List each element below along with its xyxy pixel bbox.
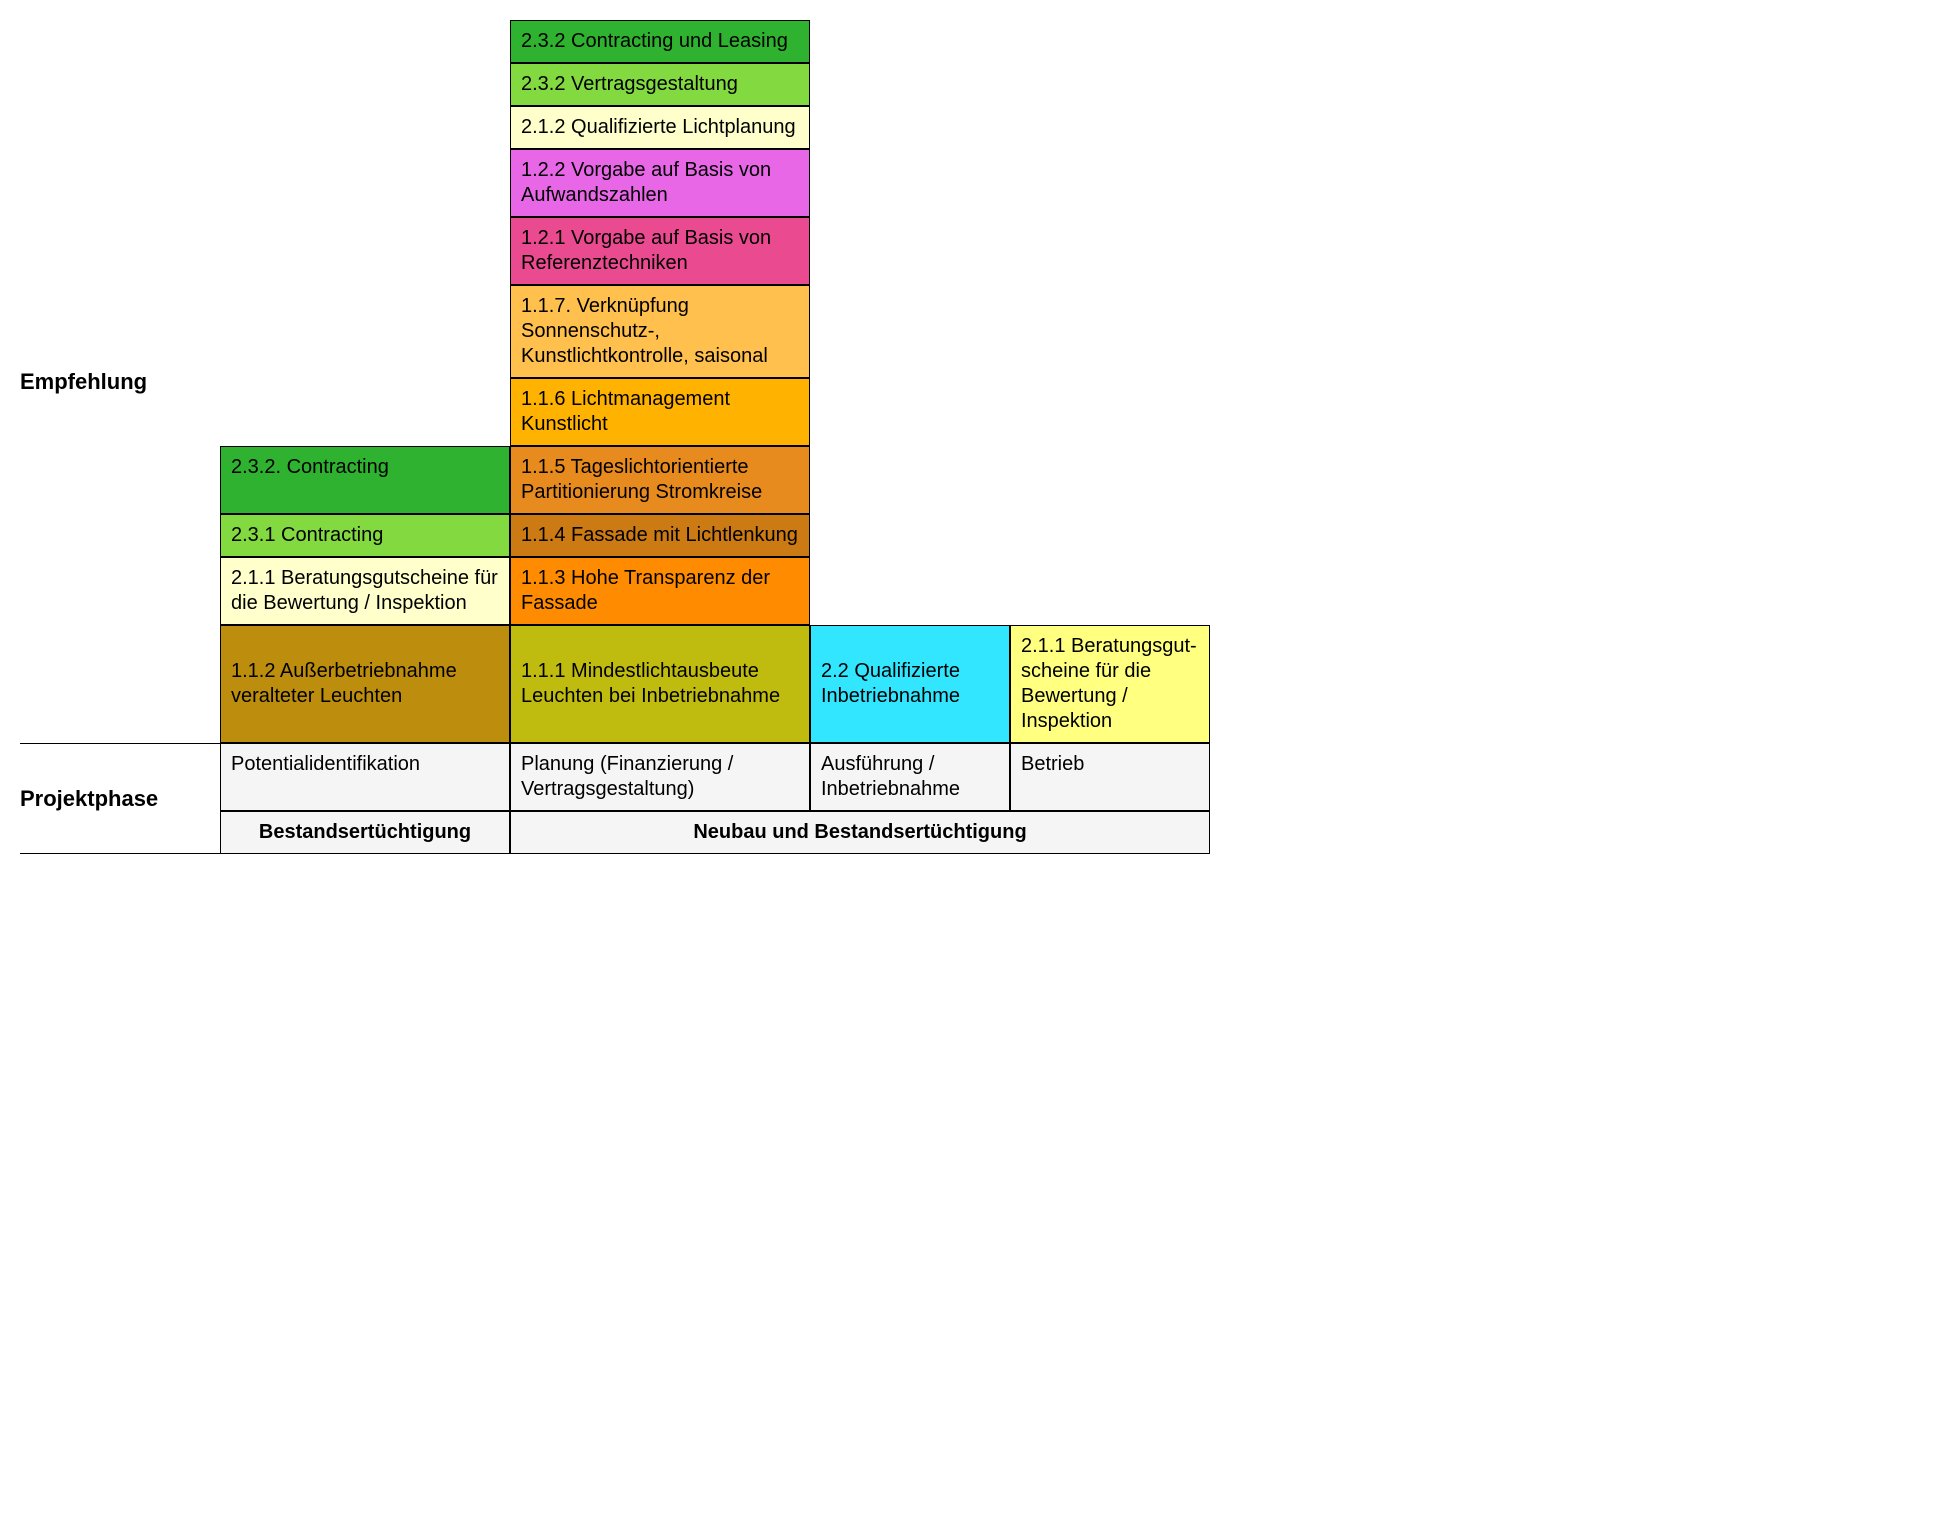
cell-2-1-2-lichtplanung: 2.1.2 Qualifizierte Lichtplanung bbox=[510, 106, 810, 149]
phase-betrieb: Betrieb bbox=[1010, 743, 1210, 811]
cell-2-1-1-beratungsgutscheine: 2.1.1 Beratungsgutscheine für die Bewert… bbox=[220, 557, 510, 625]
cell-1-1-7-verknuepfung: 1.1.7. Verknüpfung Sonnenschutz-, Kunstl… bbox=[510, 285, 810, 378]
cell-1-1-3-transparenz: 1.1.3 Hohe Transparenz der Fassade bbox=[510, 557, 810, 625]
cell-1-2-2-aufwandszahlen: 1.2.2 Vorgabe auf Basis von Aufwandszahl… bbox=[510, 149, 810, 217]
cell-2-3-2-vertragsgestaltung: 2.3.2 Vertragsgestaltung bbox=[510, 63, 810, 106]
cell-1-1-1-mindestlichtausbeute: 1.1.1 Mindestlichtausbeute Leuchten bei … bbox=[510, 625, 810, 743]
phase-ausfuehrung: Ausführung / Inbetriebnahme bbox=[810, 743, 1010, 811]
cell-1-1-4-lichtlenkung: 1.1.4 Fassade mit Lichtlenkung bbox=[510, 514, 810, 557]
cell-2-2-inbetriebnahme: 2.2 Qualifizierte Inbetriebnahme bbox=[810, 625, 1010, 743]
cell-1-1-5-partitionierung: 1.1.5 Tageslichtorientierte Partitionier… bbox=[510, 446, 810, 514]
empfehlung-label: Empfehlung bbox=[20, 20, 220, 743]
footer-neubau: Neubau und Bestandsertüchtigung bbox=[510, 811, 1210, 854]
cell-1-1-2-ausserbetriebnahme: 1.1.2 Außerbetriebnahme veralteter Leuch… bbox=[220, 625, 510, 743]
footer-bestandsertuechtigung: Bestandsertüchtigung bbox=[220, 811, 510, 854]
cell-2-1-1-beratungsgutscheine-betrieb: 2.1.1 Beratungsgut- scheine für die Bewe… bbox=[1010, 625, 1210, 743]
spacer-col2 bbox=[220, 20, 510, 446]
spacer-col45 bbox=[810, 20, 1210, 625]
cell-2-3-2-contracting: 2.3.2. Contracting bbox=[220, 446, 510, 514]
cell-1-2-1-referenztechniken: 1.2.1 Vorgabe auf Basis von Referenztech… bbox=[510, 217, 810, 285]
cell-2-3-2-contracting-leasing: 2.3.2 Contracting und Leasing bbox=[510, 20, 810, 63]
cell-1-1-6-lichtmanagement: 1.1.6 Lichtmanagement Kunstlicht bbox=[510, 378, 810, 446]
phase-potentialidentifikation: Potentialidentifikation bbox=[220, 743, 510, 811]
projektphase-label: Projektphase bbox=[20, 743, 220, 854]
cell-2-3-1-contracting: 2.3.1 Contracting bbox=[220, 514, 510, 557]
phase-planung: Planung (Finanzierung / Vertragsgestaltu… bbox=[510, 743, 810, 811]
matrix-grid: Empfehlung 2.3.2 Contracting und Leasing… bbox=[20, 20, 1922, 854]
